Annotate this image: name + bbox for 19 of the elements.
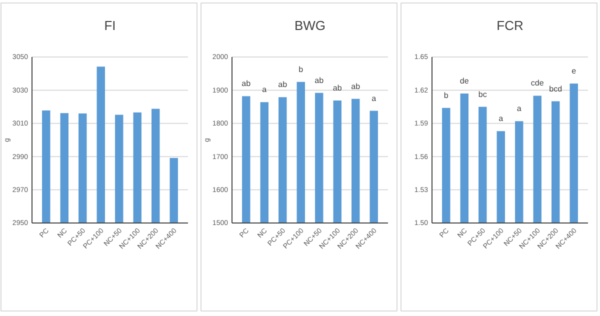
- annotation: a: [498, 114, 504, 124]
- annotation: bc: [478, 90, 487, 99]
- annotation: a: [372, 94, 377, 103]
- annotation: ab: [278, 80, 288, 90]
- annotation: b: [444, 90, 449, 100]
- chart-title: FCR: [496, 18, 524, 33]
- annotation: cde: [530, 78, 544, 88]
- annotation: ab: [242, 79, 252, 88]
- annotation: e: [572, 66, 577, 76]
- annotation: ab: [314, 76, 324, 85]
- annotation: a: [262, 85, 268, 94]
- chart-title: BWG: [294, 18, 326, 33]
- annotation: a: [516, 104, 522, 114]
- annotation: ab: [351, 82, 361, 91]
- annotation: bcd: [549, 84, 562, 94]
- chart-title: FI: [104, 18, 116, 33]
- annotation: de: [460, 76, 470, 86]
- annotation: ab: [332, 83, 342, 92]
- annotation: b: [298, 64, 304, 74]
